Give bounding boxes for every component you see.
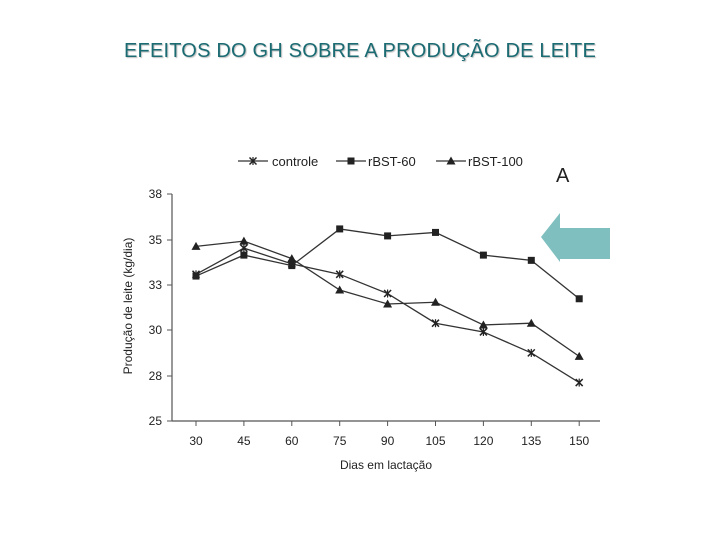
series-marker (432, 228, 439, 236)
series-marker (431, 297, 440, 306)
series-marker (336, 225, 344, 233)
series-line (195, 240, 580, 357)
x-tick-label: 135 (521, 434, 541, 448)
series-marker (287, 254, 297, 263)
chart-legend: controle rBST-60 rBST-100 (238, 154, 523, 169)
series-marker (192, 272, 200, 280)
y-tick-label: 28 (149, 369, 163, 383)
series-marker (383, 299, 393, 308)
x-tick-label: 60 (285, 434, 299, 448)
x-tick-label: 150 (569, 434, 589, 448)
x-axis-title: Dias em lactação (340, 458, 432, 472)
x-tick-label: 120 (473, 434, 493, 448)
series-marker (446, 156, 456, 165)
x-tick-label: 90 (381, 434, 395, 448)
annotation-arrow (541, 213, 610, 262)
legend-label: rBST-100 (468, 154, 523, 169)
series-marker (527, 256, 535, 264)
chart-series (191, 225, 584, 387)
series-marker (347, 157, 355, 165)
y-tick-label: 38 (149, 187, 163, 201)
series-marker (240, 251, 248, 259)
y-tick-label: 30 (149, 323, 163, 337)
series-controle (191, 244, 584, 387)
series-marker (479, 327, 488, 336)
legend-item-rbst-100: rBST-100 (436, 154, 523, 169)
series-marker (431, 319, 440, 328)
series-rbst-100 (191, 236, 584, 360)
y-tick-label: 33 (149, 278, 163, 292)
legend-label: rBST-60 (368, 154, 416, 169)
chart-axes: 38 35 33 30 28 25 30 45 60 75 90 105 120 135 150 Dias e… (121, 165, 600, 472)
legend-item-rbst-60: rBST-60 (336, 154, 416, 169)
panel-label: A (556, 165, 570, 187)
series-marker (575, 295, 583, 303)
y-tick-label: 25 (149, 414, 163, 428)
series-marker (527, 348, 536, 357)
series-marker (574, 351, 584, 360)
series-marker (248, 156, 258, 166)
y-tick-label: 35 (149, 233, 163, 247)
series-marker (335, 285, 345, 294)
x-tick-label: 105 (425, 434, 445, 448)
series-marker (191, 241, 201, 250)
series-marker (478, 320, 488, 329)
series-rbst-60 (192, 225, 583, 303)
series-marker (239, 244, 248, 253)
series-marker (335, 270, 344, 279)
series-marker (239, 236, 249, 245)
series-line (195, 247, 580, 384)
series-marker (288, 262, 296, 270)
x-tick-label: 45 (237, 434, 251, 448)
y-axis-title: Produção de leite (kg/dia) (121, 238, 135, 375)
arrow-shape (541, 213, 610, 262)
series-marker (384, 232, 392, 240)
x-tick-label: 30 (189, 434, 203, 448)
series-marker (383, 289, 392, 298)
series-marker (526, 318, 536, 327)
series-marker (479, 251, 487, 259)
series-marker (575, 378, 584, 387)
x-tick-label: 75 (333, 434, 347, 448)
slide-title: EFEITOS DO GH SOBRE A PRODUÇÃO DE LEITE (124, 40, 596, 62)
legend-item-controle: controle (238, 154, 318, 169)
legend-label: controle (272, 154, 318, 169)
